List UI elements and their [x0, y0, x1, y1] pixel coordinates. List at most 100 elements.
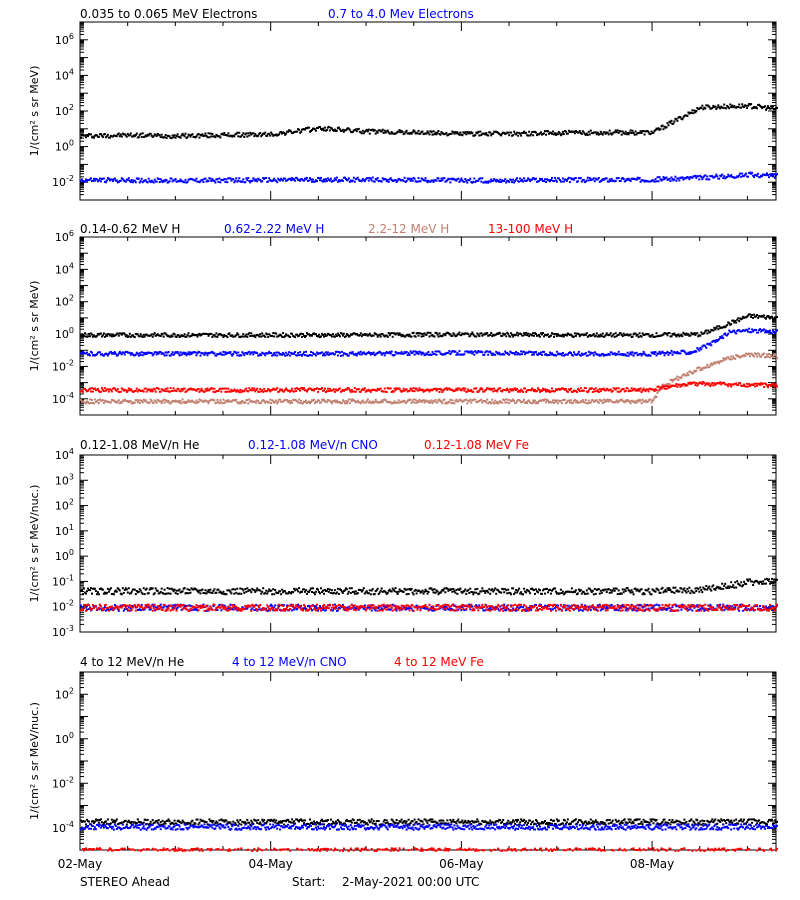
data-point	[170, 137, 173, 140]
data-point	[342, 130, 345, 133]
data-point	[219, 590, 222, 593]
data-point	[625, 133, 628, 136]
data-point	[120, 593, 123, 596]
data-point	[384, 352, 387, 355]
data-point	[515, 351, 518, 353]
data-point	[686, 384, 689, 387]
data-point	[582, 389, 585, 392]
data-point	[222, 336, 225, 339]
data-point	[560, 133, 563, 136]
data-point	[329, 400, 332, 403]
data-point	[275, 351, 278, 354]
data-point	[506, 351, 509, 354]
data-point	[85, 178, 87, 181]
data-point	[248, 134, 251, 137]
data-point	[347, 354, 350, 357]
data-point	[260, 135, 263, 138]
data-point	[368, 400, 371, 403]
data-point	[742, 384, 745, 387]
data-point	[537, 387, 539, 390]
data-point	[306, 332, 308, 335]
data-point	[318, 177, 320, 180]
data-point	[511, 388, 514, 391]
data-point	[410, 388, 413, 391]
data-point	[210, 333, 213, 335]
data-point	[694, 333, 697, 336]
data-point	[367, 128, 370, 131]
data-point	[84, 180, 86, 183]
data-point	[737, 317, 740, 320]
data-point	[531, 353, 534, 356]
data-point	[203, 353, 206, 356]
data-point	[191, 332, 194, 335]
data-point	[638, 389, 641, 392]
data-point	[670, 349, 673, 352]
data-point	[629, 333, 632, 336]
data-point	[489, 387, 492, 390]
data-point	[386, 129, 389, 132]
data-point	[714, 341, 717, 344]
data-point	[762, 382, 765, 385]
data-point	[124, 587, 127, 590]
data-point	[628, 352, 631, 355]
data-point	[278, 390, 281, 393]
data-point	[617, 131, 620, 134]
data-point	[696, 347, 699, 350]
data-point	[457, 132, 460, 135]
data-point	[426, 181, 429, 184]
data-point	[489, 131, 492, 134]
data-point	[163, 389, 166, 392]
data-point	[576, 180, 579, 183]
data-point	[585, 132, 588, 135]
data-point	[179, 351, 182, 354]
data-point	[203, 592, 206, 595]
data-point	[562, 335, 565, 338]
data-point	[451, 388, 454, 391]
data-point	[301, 178, 303, 181]
data-point	[411, 400, 414, 403]
data-point	[345, 402, 348, 405]
data-point	[90, 177, 92, 180]
data-point	[428, 133, 431, 136]
data-point	[709, 330, 712, 333]
data-point	[601, 332, 604, 335]
data-point	[492, 401, 495, 404]
data-point	[406, 333, 409, 336]
data-point	[701, 368, 704, 371]
data-point	[715, 326, 718, 329]
data-point	[540, 332, 542, 335]
data-point	[547, 399, 549, 402]
data-point	[610, 133, 613, 136]
data-point	[162, 592, 165, 595]
data-point	[95, 134, 98, 137]
data-point	[652, 131, 655, 134]
data-point	[460, 334, 463, 337]
data-point	[86, 590, 88, 593]
data-point	[509, 388, 512, 391]
data-point	[422, 335, 425, 338]
data-point	[404, 131, 407, 134]
data-point	[163, 401, 166, 404]
data-point	[556, 333, 559, 336]
data-point	[95, 400, 98, 403]
data-point	[266, 333, 269, 336]
series-3	[80, 352, 778, 405]
data-point	[258, 391, 261, 393]
data-point	[770, 354, 772, 356]
data-point	[314, 402, 316, 405]
data-point	[164, 332, 167, 335]
data-point	[419, 180, 422, 183]
data-point	[525, 401, 528, 403]
data-point	[270, 402, 273, 405]
data-point	[676, 385, 679, 388]
data-point	[217, 390, 220, 392]
data-point	[162, 352, 165, 355]
data-point	[87, 135, 89, 137]
data-point	[753, 176, 756, 179]
data-point	[206, 333, 209, 335]
data-point	[617, 350, 620, 353]
data-point	[233, 135, 236, 138]
data-point	[687, 111, 690, 114]
data-point	[243, 390, 246, 393]
data-point	[566, 177, 569, 180]
